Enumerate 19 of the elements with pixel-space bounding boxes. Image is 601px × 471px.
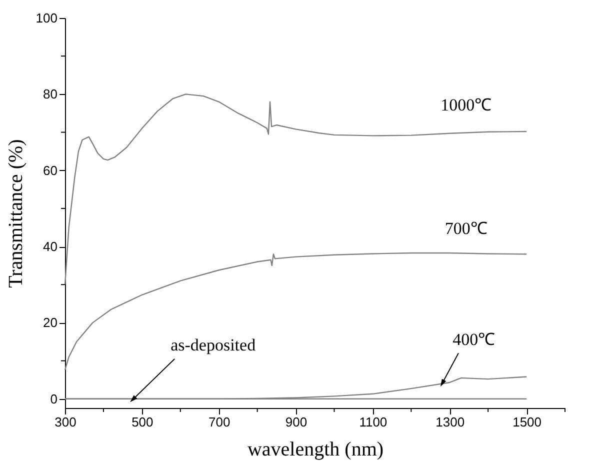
x-tick-label: 1300 bbox=[436, 414, 465, 430]
y-tick-label: 100 bbox=[36, 10, 58, 26]
y-tick-label: 20 bbox=[43, 315, 58, 330]
annotation: 400℃ bbox=[452, 330, 496, 349]
y-tick-label: 60 bbox=[43, 162, 58, 178]
series-label: 700℃ bbox=[444, 218, 488, 238]
x-axis-title: wavelength (nm) bbox=[247, 438, 384, 460]
y-tick-label: 40 bbox=[43, 239, 58, 254]
annotation: as-deposited bbox=[170, 336, 256, 355]
x-tick-label: 1100 bbox=[359, 414, 388, 430]
y-tick-label: 0 bbox=[50, 391, 58, 406]
y-tick-label: 80 bbox=[43, 86, 58, 102]
x-tick-label: 1500 bbox=[512, 414, 542, 430]
y-axis-title: Transmittance (%) bbox=[4, 139, 27, 288]
x-tick-label: 900 bbox=[285, 414, 308, 430]
x-tick-label: 500 bbox=[132, 414, 154, 430]
series-label: 1000℃ bbox=[440, 96, 492, 115]
x-tick-label: 700 bbox=[208, 414, 230, 430]
x-tick-label: 300 bbox=[54, 414, 76, 430]
